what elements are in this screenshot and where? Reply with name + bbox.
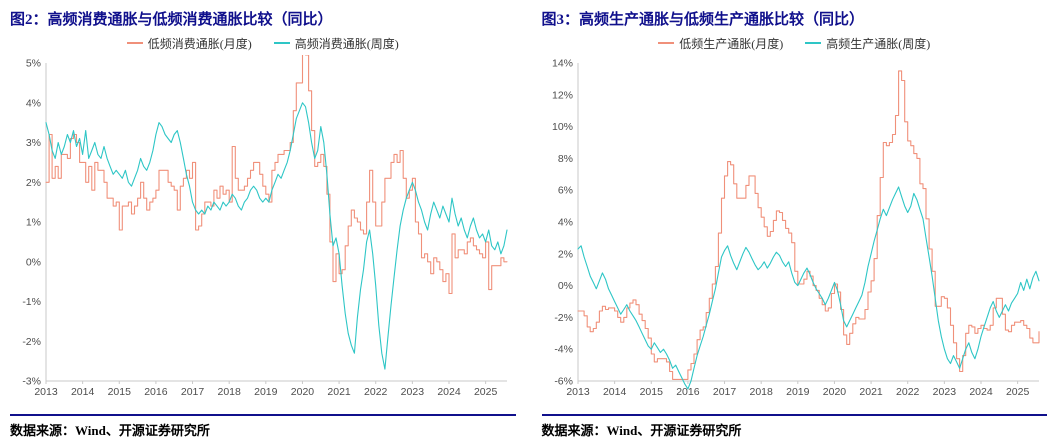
svg-text:0%: 0% (26, 256, 41, 268)
svg-text:2016: 2016 (144, 386, 168, 398)
svg-text:2020: 2020 (822, 386, 846, 398)
svg-text:2025: 2025 (474, 386, 498, 398)
legend-item-low-freq-producer: 低频生产通胀(月度) (658, 35, 783, 52)
svg-text:0%: 0% (557, 280, 572, 292)
line-chart-consumer: -3% -2% -1% 0% 1% 2% 3% 4% 5% 2013 2014 2015 2016 201… (22, 46, 508, 398)
svg-text:2015: 2015 (108, 386, 132, 398)
data-source: 数据来源：Wind、开源证券研究所 (10, 423, 210, 438)
legend-item-low-freq-consumer: 低频消费通胀(月度) (126, 35, 252, 52)
svg-text:2015: 2015 (639, 386, 663, 398)
svg-text:10%: 10% (551, 121, 572, 133)
svg-text:2023: 2023 (401, 386, 425, 398)
divider-line (541, 414, 1047, 416)
legend-line-marker (126, 42, 143, 44)
svg-text:2024: 2024 (437, 386, 461, 398)
svg-text:2016: 2016 (676, 386, 700, 398)
svg-text:2013: 2013 (34, 386, 58, 398)
svg-text:2017: 2017 (181, 386, 205, 398)
svg-text:2018: 2018 (217, 386, 241, 398)
svg-text:2021: 2021 (859, 386, 883, 398)
svg-text:6%: 6% (557, 185, 572, 197)
svg-text:-1%: -1% (22, 296, 41, 308)
svg-text:-2%: -2% (554, 312, 573, 324)
svg-text:2020: 2020 (291, 386, 315, 398)
legend-line-marker (273, 42, 290, 44)
svg-text:14%: 14% (551, 58, 572, 70)
line-chart-producer: -6% -4% -2% 0% 2% 4% 6% 8% 10% 12% 14% 2013 2014 2015… (551, 58, 1040, 398)
legend-label: 高频生产通胀(周度) (826, 36, 931, 51)
legend-item-high-freq-producer: 高频生产通胀(周度) (805, 35, 930, 52)
chart-canvas-producer: -6% -4% -2% 0% 2% 4% 6% 8% 10% 12% 14% 2013 2014 2015… (542, 55, 1048, 408)
svg-text:2017: 2017 (712, 386, 736, 398)
chart-legend: 低频生产通胀(月度) 高频生产通胀(周度) (542, 33, 1048, 53)
figure-consumer-inflation: 图2：高频消费通胀与低频消费通胀比较（同比） 低频消费通胀(月度) 高频消费通胀… (10, 6, 516, 439)
svg-text:2%: 2% (557, 248, 572, 260)
svg-text:-2%: -2% (22, 336, 41, 348)
divider-line (10, 414, 516, 416)
svg-text:2019: 2019 (254, 386, 278, 398)
svg-text:2%: 2% (26, 177, 41, 189)
chart-canvas-consumer: -3% -2% -1% 0% 1% 2% 3% 4% 5% 2013 2014 2015 2016 201… (10, 46, 516, 408)
legend-label: 高频消费通胀(周度) (294, 36, 399, 51)
svg-text:2014: 2014 (602, 386, 626, 398)
svg-text:12%: 12% (551, 89, 572, 101)
svg-text:2014: 2014 (71, 386, 95, 398)
legend-line-marker (658, 42, 675, 44)
svg-text:2013: 2013 (566, 386, 590, 398)
figure-title: 图3：高频生产通胀与低频生产通胀比较（同比） (541, 12, 865, 28)
svg-text:2019: 2019 (786, 386, 810, 398)
svg-text:8%: 8% (557, 153, 572, 165)
svg-text:1%: 1% (26, 217, 41, 229)
figure-producer-inflation: 图3：高频生产通胀与低频生产通胀比较（同比） 低频生产通胀(月度) 高频生产通胀… (541, 6, 1048, 439)
svg-text:5%: 5% (26, 58, 41, 70)
chart-legend: 低频消费通胀(月度) 高频消费通胀(周度) (10, 33, 516, 53)
svg-text:2025: 2025 (1005, 386, 1029, 398)
svg-text:2022: 2022 (364, 386, 388, 398)
figure-title: 图2：高频消费通胀与低频消费通胀比较（同比） (10, 12, 333, 28)
svg-text:3%: 3% (26, 137, 41, 149)
data-source: 数据来源：Wind、开源证券研究所 (541, 423, 742, 438)
legend-label: 低频生产通胀(月度) (679, 36, 784, 51)
svg-text:2022: 2022 (896, 386, 920, 398)
svg-text:2024: 2024 (969, 386, 993, 398)
svg-text:2023: 2023 (932, 386, 956, 398)
svg-text:-4%: -4% (554, 344, 573, 356)
svg-text:2021: 2021 (327, 386, 351, 398)
svg-text:-3%: -3% (22, 376, 41, 388)
svg-text:-6%: -6% (554, 376, 573, 388)
legend-line-marker (805, 42, 822, 44)
legend-item-high-freq-consumer: 高频消费通胀(周度) (273, 35, 399, 52)
svg-text:4%: 4% (26, 97, 41, 109)
svg-text:2018: 2018 (749, 386, 773, 398)
svg-text:4%: 4% (557, 217, 572, 229)
legend-label: 低频消费通胀(月度) (147, 36, 252, 51)
